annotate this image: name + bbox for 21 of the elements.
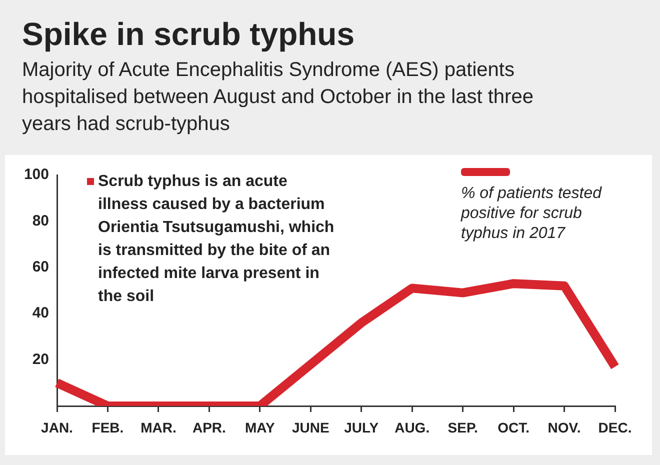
x-tick-label: AUG. [394, 419, 430, 436]
chart-subtitle: Majority of Acute Encephalitis Syndrome (AES) patients hospitalised between August and October in the last three years had scrub-typhus [22, 58, 534, 137]
x-tick-label: JULY [344, 419, 380, 436]
x-tick-label: APR. [192, 419, 226, 436]
x-tick-label: MAR. [140, 419, 176, 436]
y-tick-label: 60 [32, 258, 49, 276]
annotation: Scrub typhus is an acute illness caused by a bacterium Orientia Tsutsugamushi, which is transmitted by the bite of an infected mite larva present in the soil [98, 173, 334, 305]
y-tick-label: 80 [32, 212, 49, 230]
y-tick-label: 100 [24, 166, 49, 184]
x-tick-label: JAN. [41, 419, 73, 436]
y-tick-label: 40 [32, 304, 49, 322]
y-tick-label: 20 [32, 350, 49, 368]
x-tick-label: OCT. [498, 419, 530, 436]
x-tick-label: MAY [244, 419, 276, 436]
x-tick-label: FEB. [92, 419, 124, 436]
chart-title: Spike in scrub typhus [22, 15, 355, 54]
x-tick-label: DEC. [598, 419, 632, 436]
x-tick-label: JUNE [292, 419, 330, 436]
x-tick-label: NOV. [548, 419, 581, 436]
x-tick-label: SEP. [448, 419, 478, 436]
legend-label: % of patients tested positive for scrub typhus in 2017 [461, 184, 603, 244]
